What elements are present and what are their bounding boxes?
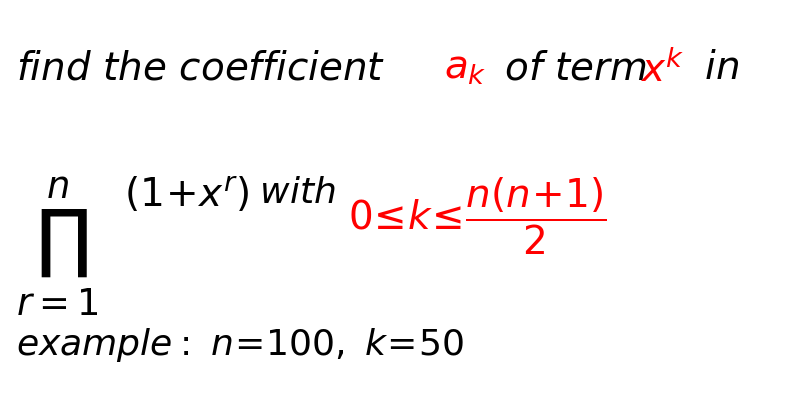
Text: $(1\!+\!x^r)$: $(1\!+\!x^r)$ (124, 176, 250, 215)
Text: $\ of\ term\ $: $\ of\ term\ $ (492, 50, 647, 87)
Text: $x^k$: $x^k$ (640, 50, 684, 90)
Text: $find\ the\ coefficient\ $: $find\ the\ coefficient\ $ (16, 50, 386, 87)
Text: $\ with\ $: $\ with\ $ (248, 176, 336, 209)
Text: $0\!\leq\! k\!\leq\!\dfrac{n(n\!+\!1)}{2}$: $0\!\leq\! k\!\leq\!\dfrac{n(n\!+\!1)}{2… (348, 176, 607, 257)
Text: $\prod_{r=1}^{n}$: $\prod_{r=1}^{n}$ (16, 176, 98, 318)
Text: $example{:}\ n\!=\!100,\ k\!=\!50$: $example{:}\ n\!=\!100,\ k\!=\!50$ (16, 326, 464, 364)
Text: $a_k$: $a_k$ (444, 50, 486, 87)
Text: $\ in$: $\ in$ (692, 50, 739, 87)
